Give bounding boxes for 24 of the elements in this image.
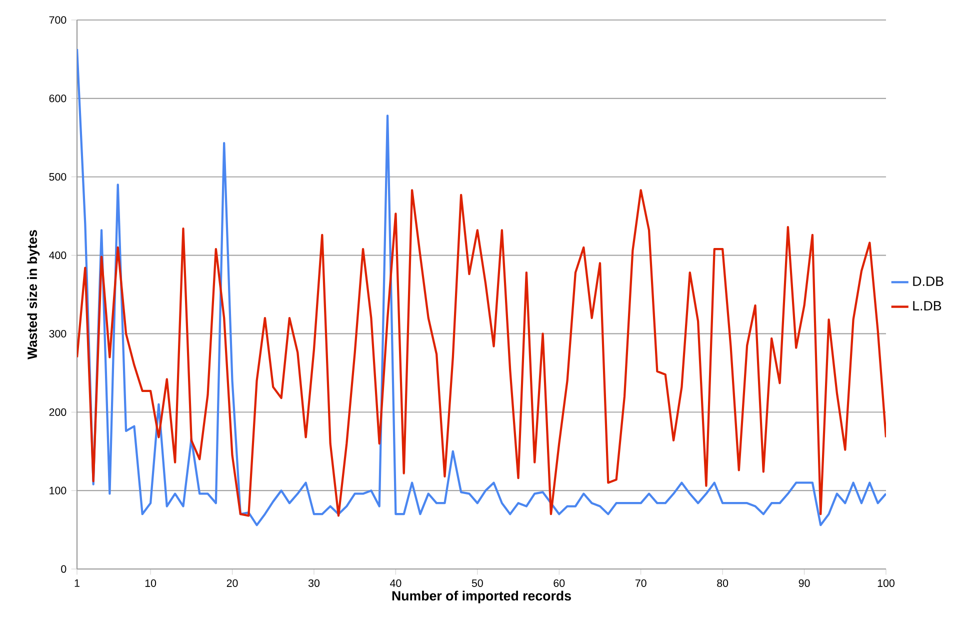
x-tick-label: 10	[145, 579, 156, 587]
x-tick-label: 90	[798, 579, 810, 587]
y-tick-label: 300	[49, 330, 66, 338]
y-tick-label: 100	[50, 486, 66, 494]
x-tick-label: 40	[390, 579, 402, 587]
y-tick-label: 200	[49, 408, 66, 416]
x-tick-label: 50	[472, 579, 483, 587]
y-axis-title: Wasted size in bytes	[27, 230, 40, 360]
line-series	[77, 189, 886, 517]
y-tick-label: 0	[61, 565, 66, 573]
legend-label: L.DB	[913, 301, 942, 310]
x-tick-label: 1	[74, 579, 80, 587]
legend-label: D.DB	[913, 276, 944, 286]
x-tick-label: 60	[554, 579, 565, 587]
y-tick-label: 600	[49, 94, 66, 102]
y-tick-label: 400	[49, 252, 66, 260]
y-tick-label: 700	[49, 16, 66, 24]
x-tick-label: 20	[226, 579, 238, 587]
x-tick-label: 70	[635, 579, 646, 587]
x-axis-title: Number of imported records	[392, 590, 571, 604]
x-tick-label: 30	[308, 579, 320, 587]
y-tick-label: 500	[49, 173, 66, 181]
x-tick-label: 80	[717, 579, 728, 587]
x-tick-label: 100	[878, 579, 894, 587]
